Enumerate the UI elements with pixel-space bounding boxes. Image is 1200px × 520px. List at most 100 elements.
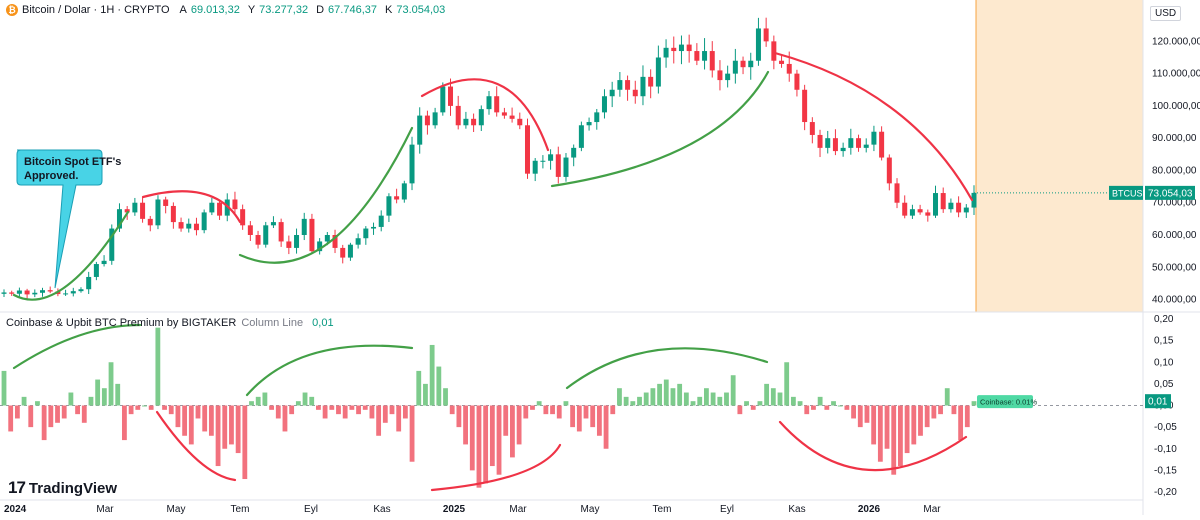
premium-column [556,405,562,419]
time-axis-label: Mar [96,504,114,515]
candle-body [140,202,146,219]
candle-body [802,89,808,123]
premium-column [764,383,770,406]
candle-body [748,60,754,68]
candle-body [163,199,169,206]
candle-body [409,144,415,184]
candle-body [39,290,45,293]
candle-body [601,96,607,113]
premium-column [563,401,569,406]
price-arc-down-1 [141,190,242,224]
candle-body [178,222,184,229]
premium-column [717,396,723,406]
premium-column [831,401,836,406]
coinbase-callout-bg [977,395,1033,409]
indicator-tick-label: -0,20 [1154,487,1177,498]
candle-body [671,47,677,52]
premium-column [316,405,321,410]
candle-body [563,157,569,177]
premium-column [623,396,629,406]
candle-body [9,292,15,294]
candle-body [771,41,777,61]
symbol-title[interactable]: Bitcoin / Dolar · 1H · CRYPTO [22,4,170,16]
candle-body [625,80,631,90]
tradingview-logo-mark: 17 [8,478,26,497]
candle-body [371,226,377,229]
tradingview-logo[interactable]: 17 TradingView [8,478,117,498]
candle-body [879,131,885,158]
candle-body [632,89,638,97]
premium-column [864,405,870,423]
premium-column [483,405,489,484]
candle-body [763,28,769,42]
candle-body [886,157,892,184]
premium-column [704,388,709,406]
candle-body [317,241,323,252]
symbol-tag-bg [1109,185,1143,200]
candle-body [78,289,84,292]
premium-column [255,396,261,406]
premium-column [744,401,749,406]
candle-body [609,89,615,97]
premium-column [342,405,348,419]
close-value: 73.054,03 [396,4,446,16]
premium-column [724,392,729,406]
premium-column [1,370,7,406]
premium-column [898,405,903,467]
candle-body [363,228,369,239]
premium-column [235,405,241,454]
premium-column [262,392,268,406]
candle-body [809,122,815,135]
premium-column [148,405,154,410]
candle-body [93,264,99,277]
premium-column [797,401,803,406]
candle-body [509,115,515,119]
candle-body [740,60,746,68]
candle-body [247,225,253,235]
candle-body [894,183,900,203]
time-axis-label: Eyl [720,504,734,515]
premium-arc-down-3 [778,420,968,472]
candle-body [347,244,353,258]
premium-arc-up-3 [565,347,769,390]
candle-body [270,222,276,226]
premium-column [543,405,549,415]
premium-column [369,405,375,419]
premium-column [282,405,288,432]
premium-column [295,401,301,406]
candle-body [786,63,792,74]
candle-body [278,222,284,242]
currency-button[interactable]: USD [1150,6,1182,21]
time-axis-label: May [581,504,600,515]
candle-body [686,44,692,52]
premium-column [436,366,442,406]
coinbase-callout-text: Coinbase: 0.01% [980,398,1037,407]
premium-column [449,405,455,415]
premium-column [48,405,54,428]
candle-body [263,225,269,245]
candle-body [678,44,684,52]
indicator-legend[interactable]: Coinbase & Upbit BTC Premium by BIGTAKER… [6,317,334,329]
premium-column [456,405,462,428]
candle-body [32,292,38,295]
candle-body [70,291,76,294]
candle-body [648,76,654,87]
premium-column [911,405,917,445]
premium-column [289,405,295,415]
candle-body [963,207,969,213]
premium-column [409,405,415,462]
candle-body [232,199,238,210]
premium-column [128,405,134,415]
candle-body [956,202,962,213]
premium-column [530,405,535,410]
premium-column [824,405,830,410]
premium-column [329,405,335,410]
premium-column [697,396,703,406]
premium-column [389,405,395,415]
price-arc-up-3 [550,70,770,188]
candle-body [193,223,199,231]
candle-body [594,112,600,123]
candle-body [848,138,854,148]
